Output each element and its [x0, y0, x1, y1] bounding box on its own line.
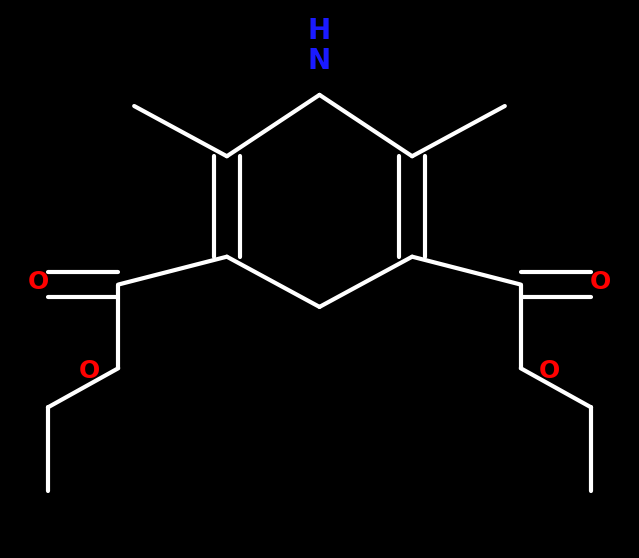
Text: H: H [308, 17, 331, 45]
Text: O: O [79, 359, 100, 383]
Text: O: O [539, 359, 560, 383]
Text: O: O [590, 270, 612, 294]
Text: O: O [27, 270, 49, 294]
Text: N: N [308, 47, 331, 75]
